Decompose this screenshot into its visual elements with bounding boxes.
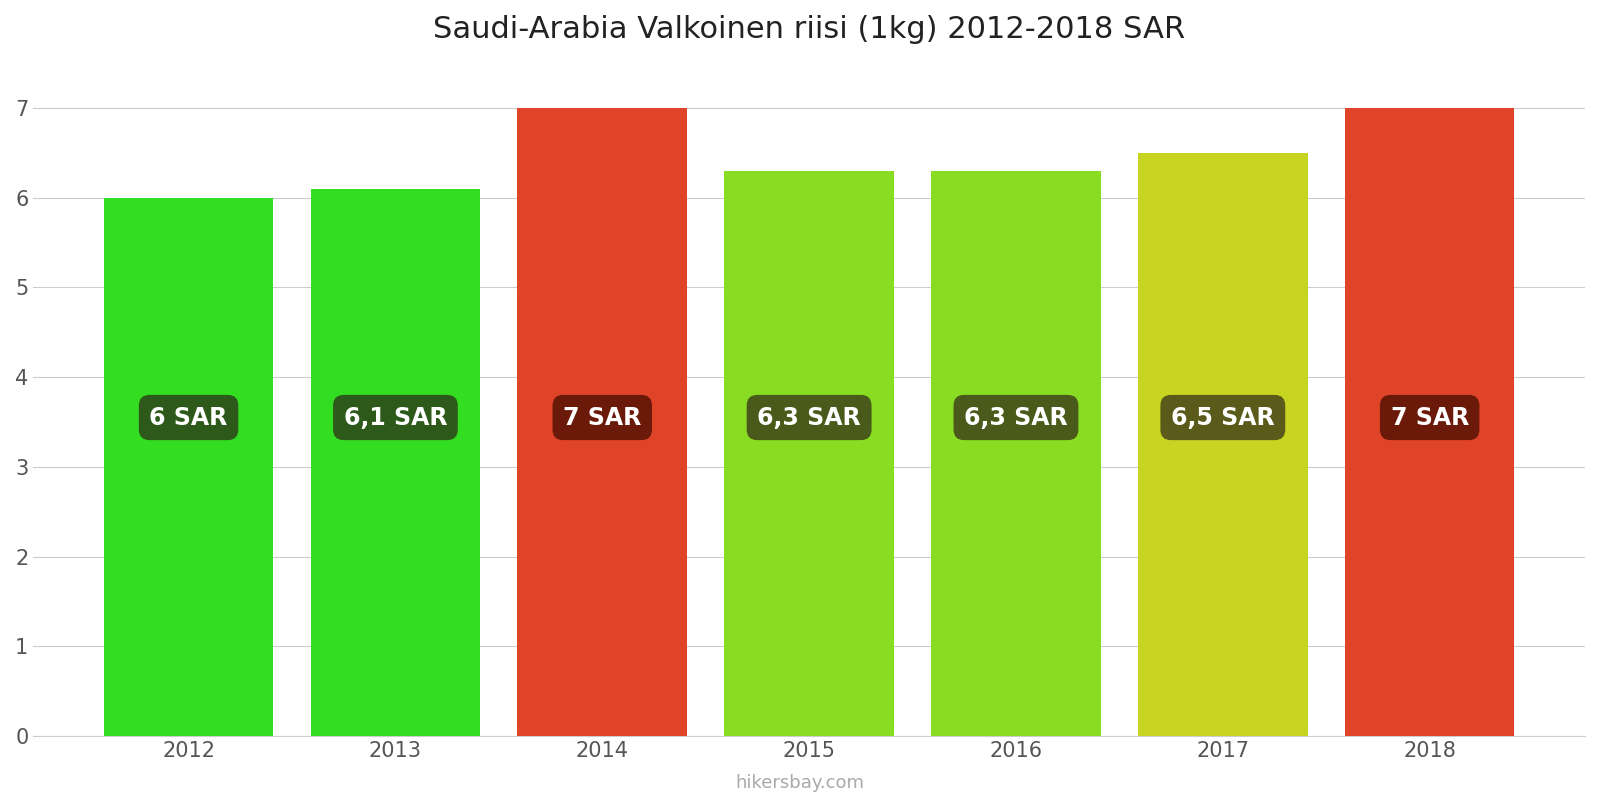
Bar bbox=[1138, 153, 1307, 736]
Text: 6 SAR: 6 SAR bbox=[149, 406, 227, 430]
Text: 6,3 SAR: 6,3 SAR bbox=[757, 406, 861, 430]
Bar bbox=[104, 198, 274, 736]
Text: 6,1 SAR: 6,1 SAR bbox=[344, 406, 446, 430]
Bar bbox=[931, 170, 1101, 736]
Bar bbox=[725, 170, 894, 736]
Bar bbox=[310, 189, 480, 736]
Bar bbox=[517, 108, 686, 736]
Title: Saudi-Arabia Valkoinen riisi (1kg) 2012-2018 SAR: Saudi-Arabia Valkoinen riisi (1kg) 2012-… bbox=[434, 15, 1186, 44]
Bar bbox=[1346, 108, 1515, 736]
Text: 6,5 SAR: 6,5 SAR bbox=[1171, 406, 1275, 430]
Text: 6,3 SAR: 6,3 SAR bbox=[965, 406, 1067, 430]
Text: 7 SAR: 7 SAR bbox=[1390, 406, 1469, 430]
Text: hikersbay.com: hikersbay.com bbox=[736, 774, 864, 792]
Text: 7 SAR: 7 SAR bbox=[563, 406, 642, 430]
